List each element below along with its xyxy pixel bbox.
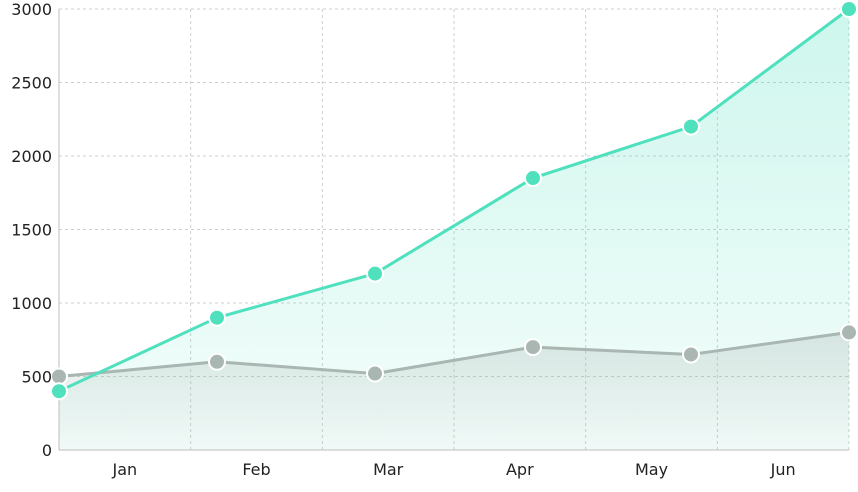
- series-1-area: [59, 9, 849, 450]
- y-tick-label: 1000: [11, 294, 52, 313]
- y-tick-label: 0: [42, 441, 52, 460]
- series-2-point: [682, 345, 700, 364]
- series-1-point: [682, 117, 700, 136]
- series-1-point: [840, 0, 858, 18]
- series-1-point: [50, 382, 68, 401]
- x-tick-label: Jan: [111, 460, 137, 479]
- series-2-point: [50, 367, 68, 386]
- series-2-area: [59, 332, 849, 450]
- x-tick-label: May: [635, 460, 668, 479]
- series-areas: [59, 9, 849, 450]
- series-2-point: [208, 352, 226, 371]
- x-tick-label: Feb: [242, 460, 270, 479]
- series-points: [50, 0, 858, 401]
- y-tick-label: 1500: [11, 221, 52, 240]
- series-lines: [58, 7, 850, 393]
- y-tick-label: 500: [21, 368, 52, 387]
- series-1-point: [208, 308, 226, 327]
- series-2-point: [524, 338, 542, 357]
- tick-labels: 0 500 1000 1500 2000 2500 3000 Jan Feb Mar Apr May J…: [11, 0, 795, 479]
- series-1-point: [524, 169, 542, 188]
- series-2-point: [366, 364, 384, 383]
- y-tick-label: 2500: [11, 74, 52, 93]
- y-tick-label: 3000: [11, 0, 52, 19]
- series-2-line: [58, 330, 850, 378]
- series-1-point: [366, 264, 384, 283]
- series-2-point: [840, 323, 858, 342]
- x-tick-label: Mar: [373, 460, 404, 479]
- x-tick-label: Apr: [506, 460, 534, 479]
- series-1-line: [58, 7, 850, 393]
- y-tick-label: 2000: [11, 147, 52, 166]
- x-tick-label: Jun: [770, 460, 796, 479]
